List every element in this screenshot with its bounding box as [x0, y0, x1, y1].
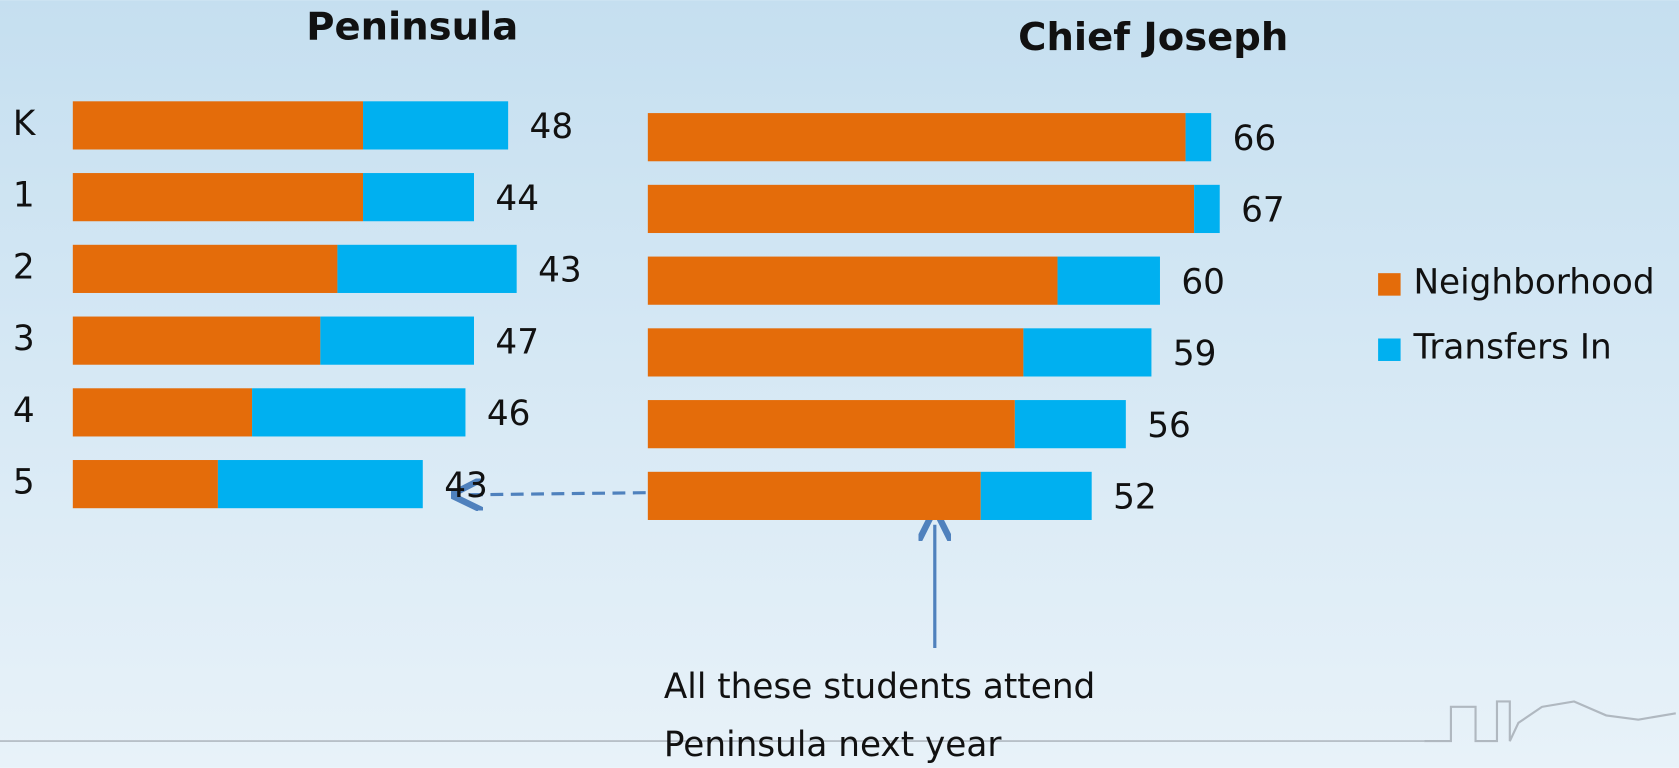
bar-segment — [648, 113, 1186, 161]
bar-segment — [252, 388, 465, 436]
bar-segment — [1023, 328, 1151, 376]
bar-segment — [73, 388, 252, 436]
slide: Peninsula Chief Joseph All these student… — [0, 0, 1679, 768]
bar-segment — [648, 257, 1058, 305]
category-label: 4 — [13, 391, 35, 431]
bar-segment — [73, 173, 363, 221]
total-label: 46 — [487, 394, 531, 434]
bar-segment — [1186, 113, 1212, 161]
total-label: 47 — [495, 322, 539, 362]
bar-segment — [363, 101, 508, 149]
category-label: K — [13, 104, 37, 144]
total-label: 52 — [1113, 478, 1157, 518]
legend-label: Transfers In — [1412, 328, 1611, 368]
total-label: 48 — [530, 107, 574, 147]
annotation: All these students attend — [664, 667, 1095, 707]
bar-segment — [73, 101, 363, 149]
category-label: 1 — [13, 176, 35, 216]
legend-swatch — [1378, 273, 1400, 295]
bar-segment — [648, 328, 1024, 376]
bar-segment — [1194, 185, 1220, 233]
bar-segment — [218, 460, 423, 508]
annotation: Peninsula next year — [664, 725, 1002, 765]
bar-segment — [337, 245, 516, 293]
total-label: 66 — [1233, 119, 1277, 159]
chart-title: Peninsula — [306, 5, 518, 50]
bar-segment — [981, 472, 1092, 520]
dashed-arrow — [467, 493, 646, 495]
category-label: 2 — [13, 247, 35, 287]
total-label: 43 — [538, 251, 582, 291]
bar-segment — [648, 185, 1194, 233]
total-label: 56 — [1147, 406, 1191, 446]
page: Peninsula Chief Joseph All these student… — [0, 0, 1679, 768]
bar-segment — [648, 472, 981, 520]
total-label: 67 — [1241, 191, 1285, 231]
total-label: 60 — [1181, 262, 1225, 302]
bar-segment — [73, 245, 338, 293]
bar-segment — [363, 173, 474, 221]
bar-segment — [73, 460, 218, 508]
category-label: 5 — [13, 463, 35, 503]
bar-segment — [648, 400, 1015, 448]
legend-swatch — [1378, 338, 1400, 360]
legend-label: Neighborhood — [1413, 262, 1654, 302]
category-label: 3 — [13, 319, 35, 359]
bar-segment — [73, 317, 321, 365]
bar-segment — [320, 317, 474, 365]
total-label: 59 — [1173, 334, 1217, 374]
bar-segment — [1015, 400, 1126, 448]
total-label: 43 — [444, 466, 488, 506]
total-label: 44 — [495, 179, 539, 219]
bar-segment — [1058, 257, 1160, 305]
chart-title: Chief Joseph — [1018, 15, 1288, 60]
